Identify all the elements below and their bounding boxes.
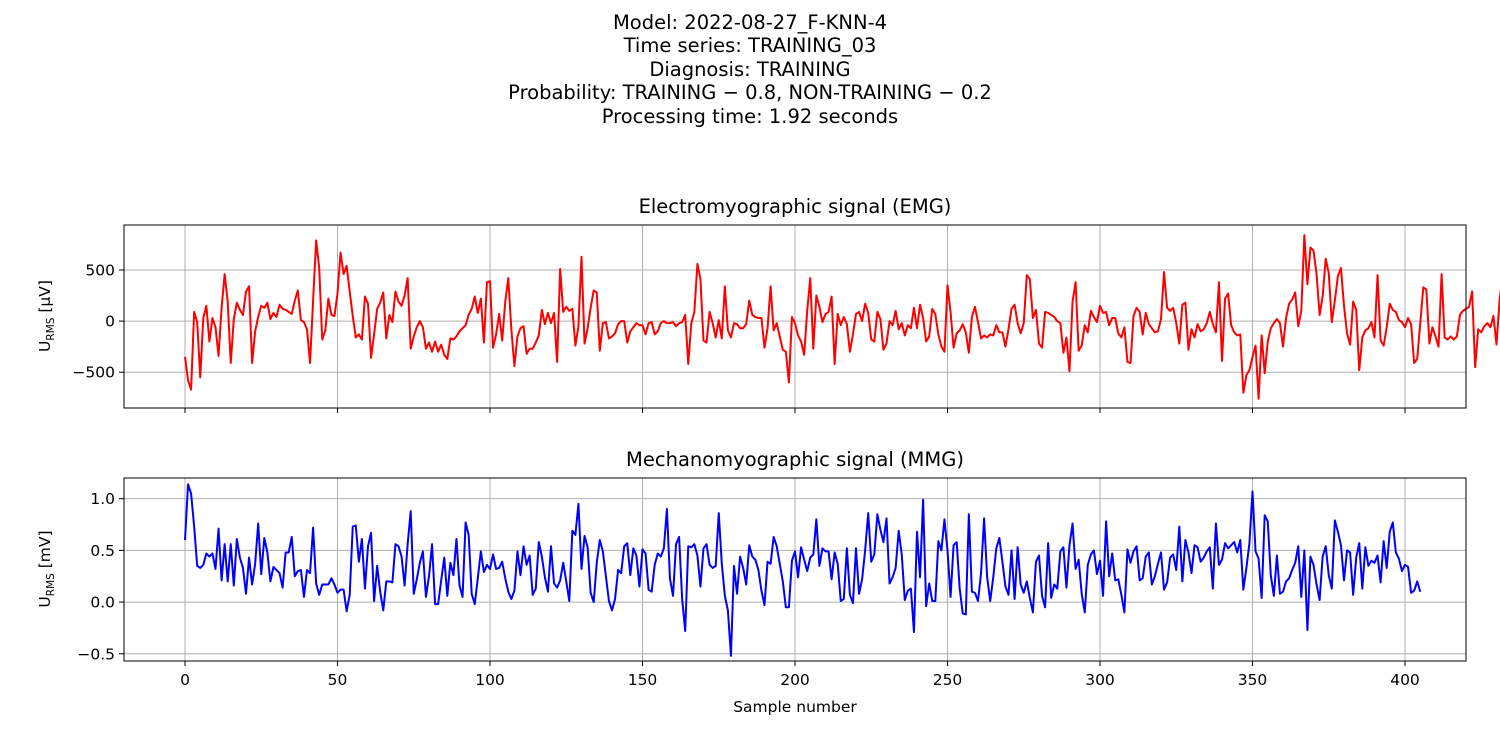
emg-x-ticks bbox=[184, 408, 1406, 413]
x-tick-label: 250 bbox=[933, 671, 963, 689]
suptitle-line-processing-time: Processing time: 1.92 seconds bbox=[601, 104, 899, 128]
mmg-panel-title: Mechanomyographic signal (MMG) bbox=[626, 448, 964, 471]
x-tick-label: 350 bbox=[1238, 671, 1268, 689]
mmg-y-tick-label: 1.0 bbox=[90, 490, 115, 508]
emg-y-tick-label: −500 bbox=[72, 364, 115, 382]
emg-series-line bbox=[184, 234, 1500, 400]
emg-y-tick-label: 0 bbox=[105, 313, 115, 331]
mmg-y-ticks: −0.5 0.0 0.5 1.0 bbox=[77, 490, 124, 663]
mmg-y-tick-label: −0.5 bbox=[77, 645, 115, 663]
x-tick-label: 0 bbox=[180, 671, 190, 689]
emg-grid bbox=[124, 225, 1466, 408]
x-tick-label: 200 bbox=[780, 671, 810, 689]
suptitle-line-probability: Probability: TRAINING − 0.8, NON-TRAININ… bbox=[508, 81, 992, 105]
emg-series bbox=[184, 234, 1500, 400]
mmg-y-tick-label: 0.0 bbox=[90, 594, 115, 612]
x-tick-label: 300 bbox=[1085, 671, 1115, 689]
x-tick-label: 100 bbox=[475, 671, 505, 689]
mmg-panel: Mechanomyographic signal (MMG) 0 50 100 150… bbox=[36, 448, 1467, 716]
emg-panel-title: Electromyographic signal (EMG) bbox=[639, 195, 952, 218]
mmg-series bbox=[184, 483, 1422, 657]
suptitle-line-model: Model: 2022-08-27_F-KNN-4 bbox=[612, 11, 888, 34]
mmg-y-axis-label: URMS [mV] bbox=[36, 530, 57, 607]
mmg-y-tick-label: 0.5 bbox=[90, 542, 115, 560]
emg-y-tick-label: 500 bbox=[85, 261, 115, 279]
x-tick-label: 50 bbox=[328, 671, 348, 689]
emg-panel: Electromyographic signal (EMG) −5000500 … bbox=[36, 195, 1500, 413]
suptitle-line-diagnosis: Diagnosis: TRAINING bbox=[649, 57, 851, 81]
mmg-grid bbox=[124, 478, 1466, 661]
x-axis-label: Sample number bbox=[733, 698, 857, 716]
emg-y-ticks: −500 0 500 bbox=[72, 261, 124, 382]
x-tick-label: 400 bbox=[1390, 671, 1420, 689]
x-tick-label: 150 bbox=[628, 671, 658, 689]
mmg-x-ticks: 0 50 100 150 200 250 300 350 400 bbox=[180, 661, 1420, 689]
mmg-series-line bbox=[184, 483, 1422, 657]
figure-suptitle: Model: 2022-08-27_F-KNN-4 Time series: T… bbox=[0, 11, 1500, 128]
suptitle-line-time-series: Time series: TRAINING_03 bbox=[623, 34, 877, 58]
emg-y-axis-label: URMS [μV] bbox=[36, 280, 57, 352]
